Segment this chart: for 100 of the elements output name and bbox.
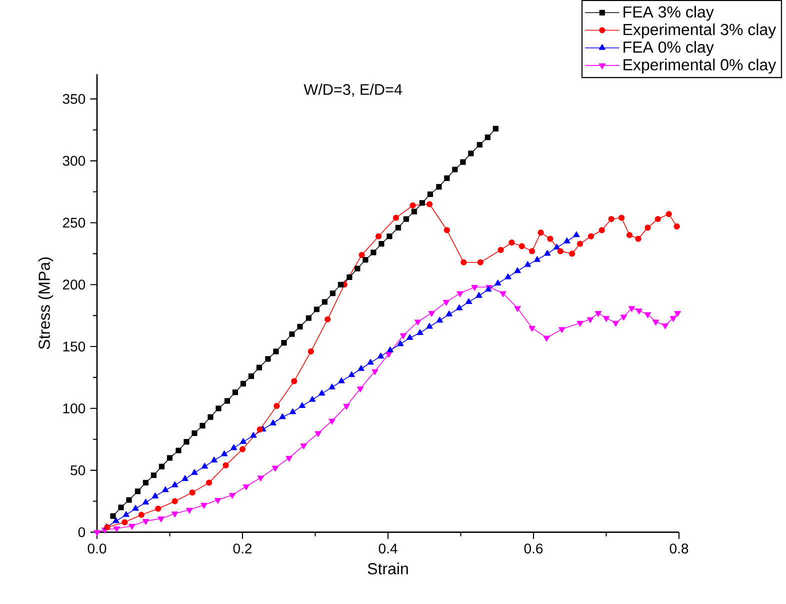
point xyxy=(386,346,394,352)
point xyxy=(594,310,602,317)
point xyxy=(128,524,136,530)
point xyxy=(291,378,298,384)
point xyxy=(338,377,345,384)
point xyxy=(568,250,576,257)
point xyxy=(232,389,238,396)
point xyxy=(208,414,214,420)
point xyxy=(200,422,206,428)
point xyxy=(322,299,328,305)
point xyxy=(289,331,295,337)
point xyxy=(308,348,314,354)
point xyxy=(372,369,378,375)
y-tick-label: 100 xyxy=(63,403,86,414)
point xyxy=(427,191,433,197)
point xyxy=(588,233,594,240)
point xyxy=(274,402,280,409)
point xyxy=(189,489,196,496)
point xyxy=(419,200,425,206)
point xyxy=(426,201,433,208)
point xyxy=(500,291,506,297)
point xyxy=(172,511,178,518)
point xyxy=(330,290,336,296)
x-tick-label: 0.8 xyxy=(670,543,688,554)
point xyxy=(456,304,463,310)
point xyxy=(547,236,554,242)
y-tick-label: 250 xyxy=(62,218,86,228)
point xyxy=(666,210,672,218)
point xyxy=(411,208,417,214)
x-tick-label: 0.6 xyxy=(524,543,543,554)
point xyxy=(476,292,482,298)
point xyxy=(155,506,162,512)
point xyxy=(328,384,336,390)
point xyxy=(256,426,264,432)
point xyxy=(150,472,157,478)
point xyxy=(142,498,150,504)
point xyxy=(298,402,306,408)
point xyxy=(158,516,164,522)
point xyxy=(300,443,307,450)
point xyxy=(328,418,336,424)
point xyxy=(358,364,364,371)
point xyxy=(162,486,169,492)
point xyxy=(279,413,286,420)
point xyxy=(494,280,502,286)
y-tick-label: 0 xyxy=(78,527,86,538)
point xyxy=(240,380,246,386)
point xyxy=(558,327,566,333)
point xyxy=(314,306,320,312)
point xyxy=(468,150,474,156)
point xyxy=(138,512,144,518)
point xyxy=(122,511,130,517)
point xyxy=(524,260,531,267)
point xyxy=(460,259,467,266)
point xyxy=(200,502,208,509)
point xyxy=(357,386,364,392)
point xyxy=(309,396,316,402)
point xyxy=(239,446,246,452)
point xyxy=(152,492,158,498)
point xyxy=(608,216,614,222)
point xyxy=(358,252,365,258)
point xyxy=(628,306,635,312)
point xyxy=(297,324,303,330)
point xyxy=(270,419,276,426)
point xyxy=(201,462,208,469)
point xyxy=(392,214,400,221)
point xyxy=(248,373,254,379)
y-tick-label: 150 xyxy=(63,341,86,352)
point xyxy=(528,326,536,332)
point xyxy=(573,231,580,238)
point xyxy=(172,498,178,504)
point xyxy=(436,316,443,322)
point xyxy=(214,498,222,504)
point xyxy=(428,310,435,317)
legend-label: Experimental 0% clay xyxy=(624,58,776,74)
legend-label: FEA 0% clay xyxy=(624,40,714,56)
point xyxy=(504,273,512,280)
point xyxy=(626,232,633,238)
point xyxy=(118,504,124,510)
point xyxy=(289,408,296,414)
point xyxy=(324,316,331,322)
point xyxy=(257,476,264,482)
point xyxy=(272,466,279,472)
point xyxy=(492,126,498,132)
point xyxy=(465,298,472,304)
point xyxy=(318,390,326,396)
y-tick-label: 300 xyxy=(62,156,86,166)
point xyxy=(442,300,450,306)
point xyxy=(134,488,141,494)
point xyxy=(216,406,222,412)
point xyxy=(94,530,100,536)
point xyxy=(242,484,250,490)
point xyxy=(644,312,652,318)
point xyxy=(598,226,605,234)
legend-label: FEA 3% clay xyxy=(624,6,714,21)
point xyxy=(172,481,178,488)
point xyxy=(514,306,521,312)
point xyxy=(346,274,352,280)
point xyxy=(543,336,550,342)
point xyxy=(132,504,139,511)
point xyxy=(514,267,521,273)
